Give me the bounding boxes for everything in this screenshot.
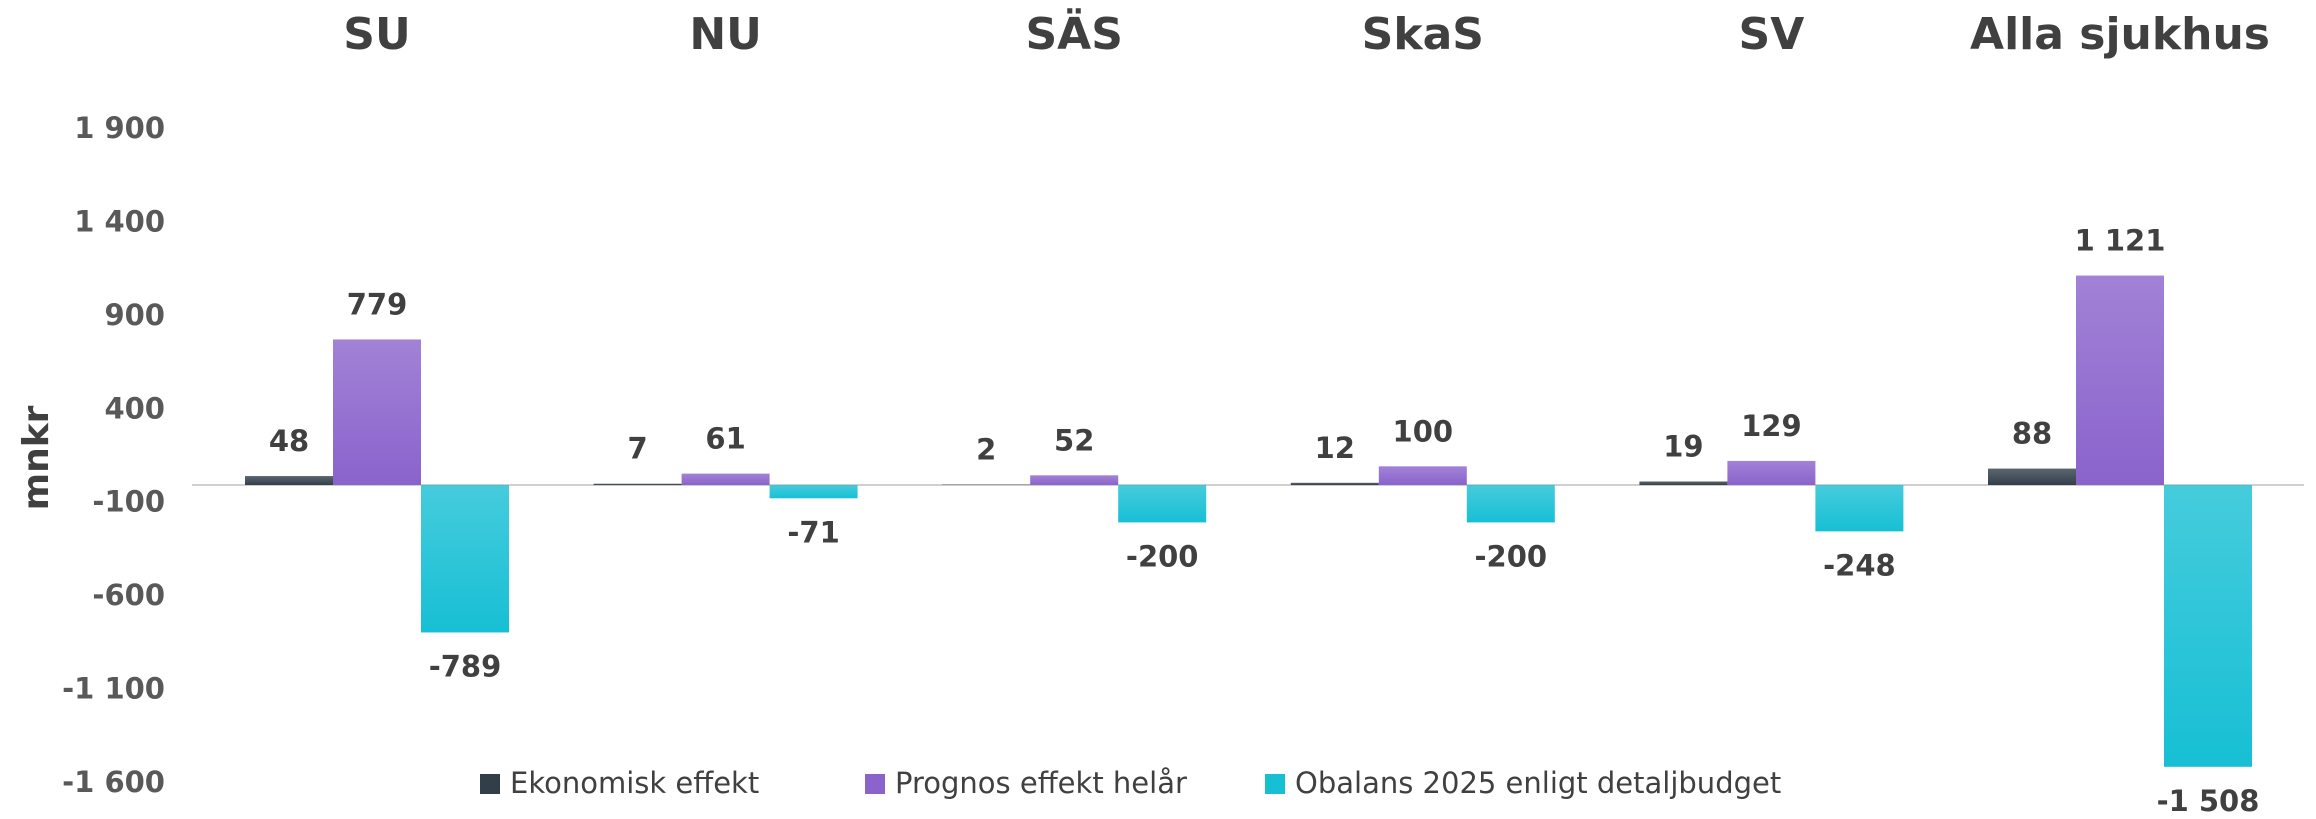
bar (769, 485, 858, 499)
y-tick-label: 1 900 (74, 111, 165, 145)
category-title: SkaS (1362, 9, 1484, 60)
y-tick-label: 400 (104, 391, 165, 425)
data-label: 779 (347, 287, 408, 321)
bar (421, 485, 509, 633)
data-label: -789 (429, 649, 502, 683)
category-title: SV (1739, 9, 1805, 60)
data-label: -200 (1475, 539, 1548, 573)
data-label: 19 (1663, 429, 1703, 463)
data-label: 2 (976, 433, 996, 467)
bar (1988, 468, 2076, 486)
legend-label: Ekonomisk effekt (510, 766, 759, 800)
y-tick-label: 900 (104, 298, 165, 332)
data-label: 48 (269, 424, 309, 458)
category-title: SU (343, 9, 410, 60)
legend-swatch (480, 774, 500, 794)
bar (1290, 482, 1379, 486)
bar (1815, 485, 1904, 532)
bar (2076, 275, 2164, 486)
legend-swatch (865, 774, 885, 794)
data-label: 88 (2012, 417, 2052, 451)
data-label: -1 508 (2157, 784, 2260, 818)
data-label: 12 (1315, 431, 1355, 465)
legend-swatch (1265, 774, 1285, 794)
bar (1727, 460, 1816, 486)
bar (681, 473, 770, 486)
bar (333, 339, 421, 486)
data-label: 100 (1393, 414, 1454, 448)
bar (1466, 485, 1555, 523)
y-axis-label: mnkr (16, 405, 57, 510)
bar (1378, 466, 1467, 486)
legend-label: Obalans 2025 enligt detaljbudget (1295, 766, 1781, 800)
y-tick-label: -1 100 (62, 672, 165, 706)
data-label: -200 (1126, 539, 1199, 573)
legend-label: Prognos effekt helår (895, 766, 1187, 800)
y-tick-label: -600 (92, 578, 165, 612)
bar (245, 476, 333, 486)
data-label: 52 (1054, 423, 1094, 457)
bar (593, 483, 682, 486)
bar (1639, 481, 1728, 486)
data-label: 61 (705, 422, 745, 456)
bar (2164, 485, 2252, 767)
y-tick-label: 1 400 (74, 204, 165, 238)
y-tick-label: -1 600 (62, 765, 165, 799)
category-title: NU (689, 9, 762, 60)
data-label: 7 (628, 432, 648, 466)
data-label: -248 (1823, 548, 1896, 582)
data-label: 1 121 (2075, 224, 2166, 258)
bar (1030, 475, 1119, 486)
bar (1118, 485, 1207, 523)
data-label: -71 (787, 515, 839, 549)
category-title: Alla sjukhus (1970, 9, 2270, 60)
y-tick-label: -100 (92, 485, 165, 519)
category-title: SÄS (1025, 7, 1122, 60)
data-label: 129 (1741, 409, 1802, 443)
